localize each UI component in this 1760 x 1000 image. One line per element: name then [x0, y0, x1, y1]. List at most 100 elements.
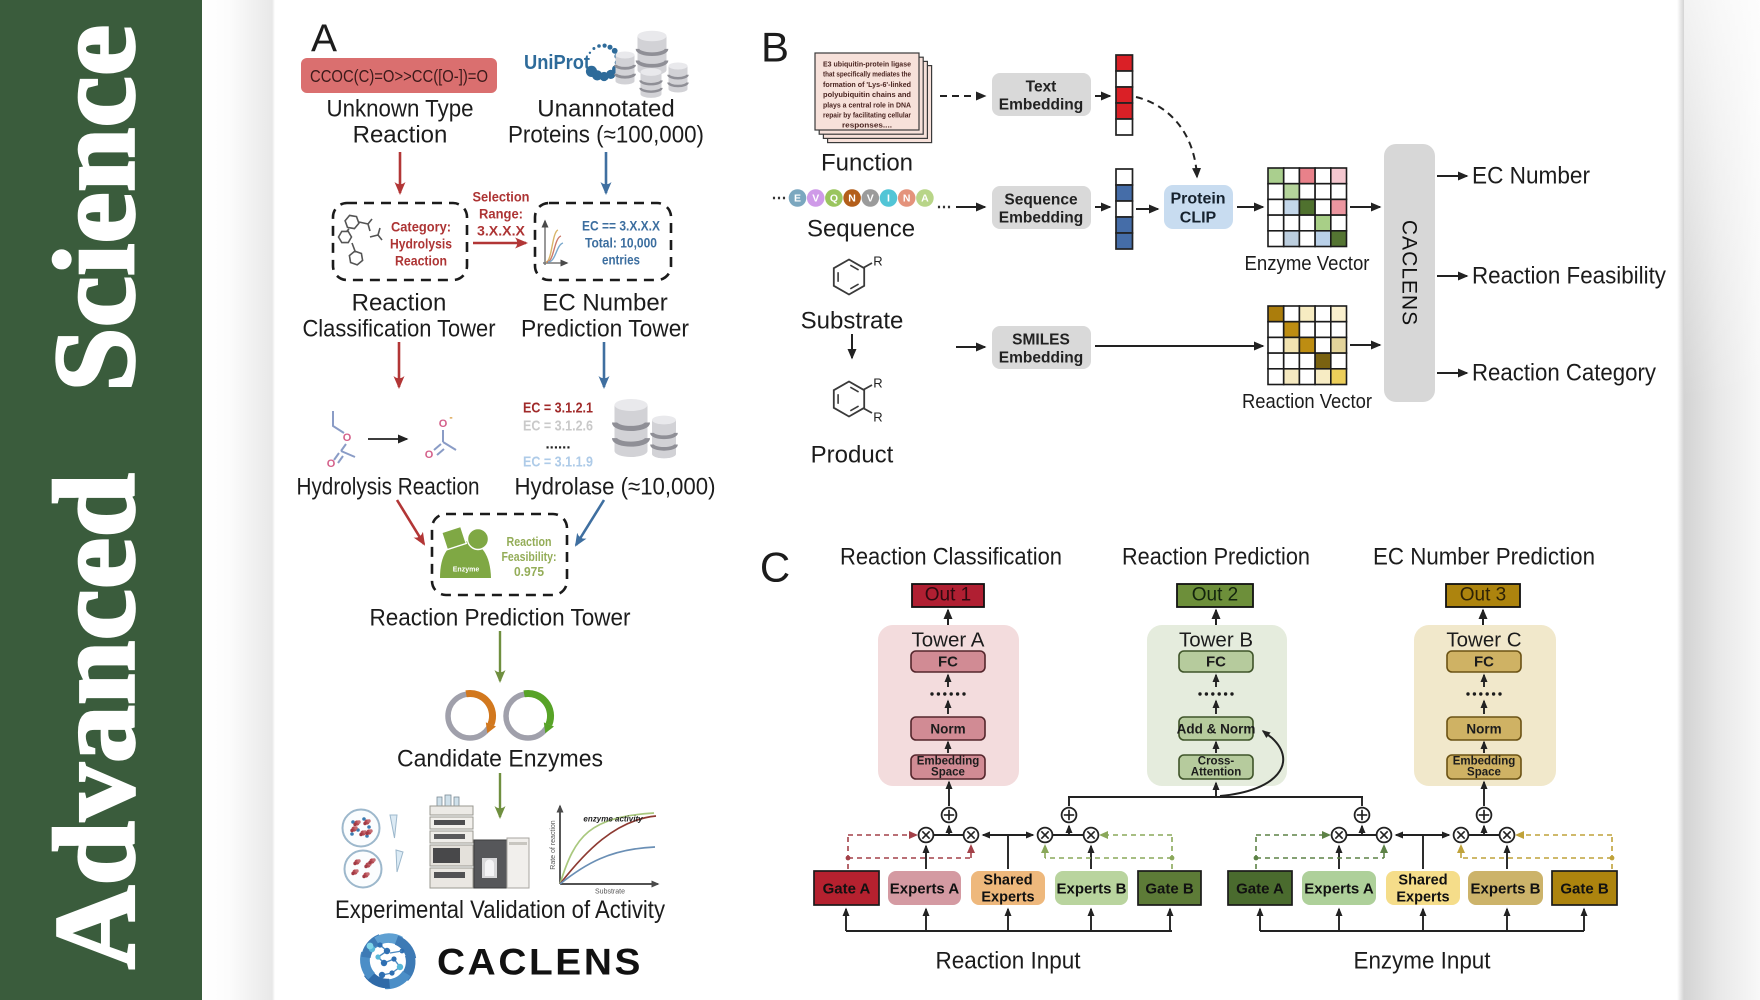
svg-text:entries: entries: [602, 253, 640, 268]
svg-text:B: B: [761, 24, 789, 71]
svg-text:O: O: [425, 449, 434, 461]
svg-text:Experts A: Experts A: [1304, 881, 1374, 898]
svg-text:enzyme activity: enzyme activity: [583, 815, 643, 824]
svg-text:Unknown Type: Unknown Type: [327, 96, 474, 123]
svg-text:R: R: [873, 376, 882, 391]
svg-text:CACLENS: CACLENS: [1398, 220, 1421, 326]
svg-text:Gate B: Gate B: [1560, 881, 1609, 898]
svg-text:polyubiquitin chains and: polyubiquitin chains and: [823, 90, 911, 99]
svg-text:Embedding: Embedding: [999, 210, 1083, 227]
svg-text:Out 1: Out 1: [925, 585, 971, 606]
svg-text:Reaction Vector: Reaction Vector: [1242, 391, 1372, 413]
svg-text:EC Number: EC Number: [1472, 163, 1590, 190]
svg-text:Sequence: Sequence: [807, 216, 915, 243]
svg-text:Experts: Experts: [981, 890, 1034, 906]
svg-text:Selection: Selection: [473, 190, 530, 205]
svg-text:EC == 3.X.X.X: EC == 3.X.X.X: [582, 219, 660, 234]
svg-text:Q: Q: [830, 193, 838, 205]
svg-text:3.X.X.X: 3.X.X.X: [477, 224, 525, 239]
svg-text:Add & Norm: Add & Norm: [1177, 722, 1256, 737]
svg-text:Shared: Shared: [983, 873, 1032, 889]
svg-text:Unannotated: Unannotated: [537, 96, 674, 123]
svg-text:Out 3: Out 3: [1460, 585, 1506, 606]
svg-text:CLIP: CLIP: [1180, 210, 1217, 227]
svg-text:O: O: [327, 458, 336, 470]
svg-text:Reaction: Reaction: [352, 290, 447, 317]
svg-text:0.975: 0.975: [514, 565, 544, 579]
svg-text:R: R: [873, 410, 882, 425]
svg-text:Prediction Tower: Prediction Tower: [521, 316, 689, 343]
svg-text:CCOC(C)=O>>CC([O-])=O: CCOC(C)=O>>CC([O-])=O: [310, 66, 488, 86]
svg-text:N: N: [848, 193, 856, 205]
svg-text:Range:: Range:: [479, 207, 523, 222]
svg-text:Embedding: Embedding: [1453, 756, 1516, 768]
svg-text:Feasibility:: Feasibility:: [502, 550, 557, 564]
svg-text:Hydrolase (≈10,000): Hydrolase (≈10,000): [515, 474, 716, 501]
svg-text:V: V: [812, 193, 819, 205]
svg-text:repair by facilitating cellula: repair by facilitating cellular: [823, 111, 911, 120]
svg-text:Proteins (≈100,000): Proteins (≈100,000): [508, 122, 704, 149]
svg-text:plays a central role in DNA: plays a central role in DNA: [823, 100, 912, 109]
svg-text:Category:: Category:: [391, 220, 451, 235]
svg-text:N: N: [903, 193, 911, 205]
svg-text:Attention: Attention: [1191, 767, 1241, 779]
svg-text:Substrate: Substrate: [595, 889, 625, 896]
svg-text:Reaction Prediction: Reaction Prediction: [1122, 544, 1310, 571]
svg-text:Reaction: Reaction: [353, 122, 448, 149]
svg-text:-: -: [449, 413, 452, 424]
svg-text:O: O: [343, 432, 352, 444]
svg-text:Embedding: Embedding: [917, 756, 980, 768]
svg-text:Space: Space: [1467, 767, 1501, 779]
svg-text:Rate of reaction: Rate of reaction: [550, 820, 557, 870]
svg-text:SMILES: SMILES: [1012, 332, 1070, 349]
svg-text:Enzyme Vector: Enzyme Vector: [1245, 253, 1370, 275]
svg-text:Cross-: Cross-: [1198, 756, 1235, 768]
svg-text:Gate B: Gate B: [1145, 881, 1194, 898]
svg-text:R: R: [873, 254, 882, 269]
svg-text:Experts B: Experts B: [1056, 881, 1126, 898]
svg-text:⋯: ⋯: [772, 190, 787, 207]
svg-text:I: I: [887, 193, 890, 205]
svg-text:C: C: [760, 544, 790, 591]
svg-text:Embedding: Embedding: [999, 97, 1083, 114]
svg-text:Experimental Validation of Act: Experimental Validation of Activity: [335, 896, 665, 924]
svg-text:Experts B: Experts B: [1470, 881, 1540, 898]
svg-text:E: E: [794, 193, 801, 205]
svg-text:Experts: Experts: [1396, 890, 1449, 906]
svg-text:Reaction: Reaction: [507, 535, 552, 549]
svg-text:Gate A: Gate A: [1236, 881, 1284, 898]
svg-text:Space: Space: [931, 767, 965, 779]
svg-text:E3 ubiquitin-protein ligase: E3 ubiquitin-protein ligase: [823, 60, 911, 69]
svg-text:UniProt: UniProt: [524, 52, 590, 74]
svg-text:Classification Tower: Classification Tower: [303, 316, 496, 343]
svg-text:Norm: Norm: [930, 722, 965, 737]
svg-text:......: ......: [545, 436, 570, 453]
svg-text:EC Number Prediction: EC Number Prediction: [1373, 544, 1595, 571]
svg-text:⋯: ⋯: [937, 199, 952, 216]
svg-text:EC = 3.1.1.9: EC = 3.1.1.9: [523, 454, 593, 471]
svg-text:Sequence: Sequence: [1004, 192, 1078, 209]
svg-text:EC Number: EC Number: [542, 290, 667, 317]
svg-text:Experts A: Experts A: [890, 881, 960, 898]
svg-text:A: A: [921, 193, 929, 205]
svg-text:FC: FC: [1206, 654, 1226, 671]
svg-text:Tower A: Tower A: [912, 629, 985, 652]
svg-text:Out 2: Out 2: [1192, 585, 1238, 606]
svg-text:Shared: Shared: [1398, 873, 1447, 889]
svg-text:Tower C: Tower C: [1446, 629, 1521, 652]
svg-text:Tower B: Tower B: [1179, 629, 1253, 652]
svg-text:A: A: [311, 18, 337, 61]
svg-text:Hydrolysis Reaction: Hydrolysis Reaction: [297, 474, 480, 501]
svg-text:Total: 10,000: Total: 10,000: [585, 236, 657, 251]
svg-text:Embedding: Embedding: [999, 350, 1083, 367]
svg-text:Gate A: Gate A: [823, 881, 871, 898]
svg-text:Text: Text: [1026, 79, 1057, 96]
svg-text:Reaction Classification: Reaction Classification: [840, 544, 1062, 571]
svg-text:Enzyme: Enzyme: [453, 567, 480, 574]
svg-text:that specifically mediates the: that specifically mediates the: [823, 70, 911, 79]
svg-text:Product: Product: [811, 442, 894, 469]
svg-text:Reaction: Reaction: [395, 254, 447, 269]
svg-text:Protein: Protein: [1170, 191, 1225, 208]
svg-text:FC: FC: [1474, 654, 1494, 671]
svg-text:Hydrolysis: Hydrolysis: [390, 237, 452, 252]
